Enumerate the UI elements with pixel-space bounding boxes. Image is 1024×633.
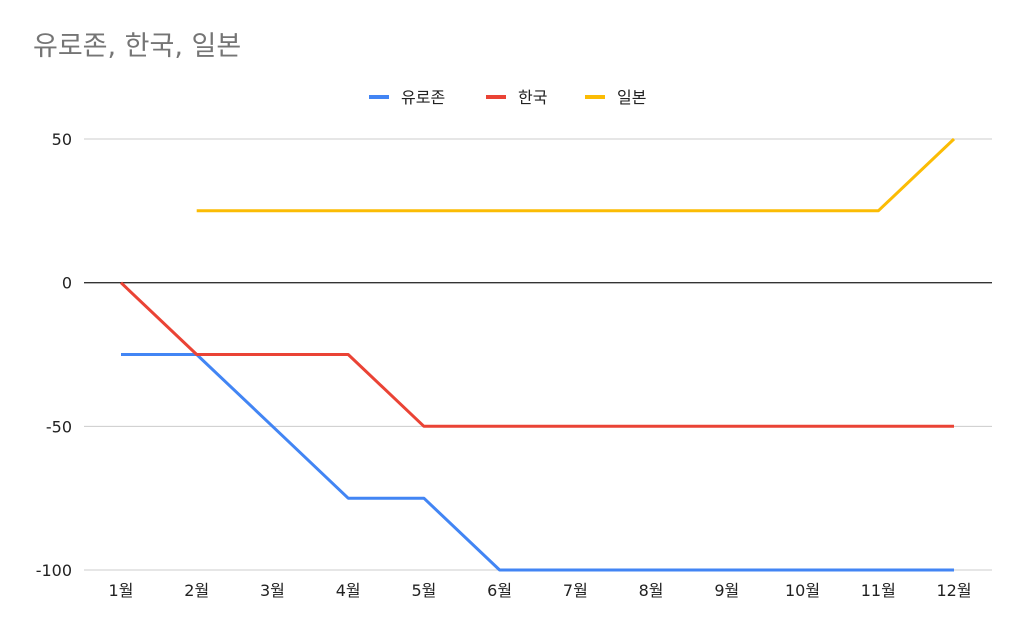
x-axis-ticks: 1월 2월 3월 4월 5월 6월 7월 8월 9월 10월 11월 12월 xyxy=(109,581,972,600)
x-tick-label: 9월 xyxy=(714,581,739,600)
legend-item: 유로존 xyxy=(369,88,445,107)
y-tick-label: 0 xyxy=(62,274,72,293)
x-tick-label: 4월 xyxy=(336,581,361,600)
x-tick-label: 3월 xyxy=(260,581,285,600)
x-tick-label: 5월 xyxy=(411,581,436,600)
legend-label: 일본 xyxy=(617,88,646,107)
y-tick-label: -100 xyxy=(36,561,72,580)
legend: 유로존 한국 일본 xyxy=(369,88,646,107)
series-line-0 xyxy=(121,353,954,572)
legend-item: 일본 xyxy=(585,88,646,107)
y-tick-label: -50 xyxy=(46,417,72,436)
y-axis-ticks: 50 0 -50 -100 xyxy=(36,130,72,580)
x-tick-label: 12월 xyxy=(936,581,971,600)
x-tick-label: 10월 xyxy=(785,581,820,600)
series-line-1 xyxy=(119,281,954,428)
x-tick-label: 11월 xyxy=(861,581,896,600)
chart-title: 유로존, 한국, 일본 xyxy=(33,31,242,62)
series-line-2 xyxy=(196,137,956,213)
x-tick-label: 8월 xyxy=(639,581,664,600)
legend-label: 한국 xyxy=(518,88,547,107)
x-tick-label: 2월 xyxy=(184,581,209,600)
legend-item: 한국 xyxy=(486,88,547,107)
y-tick-label: 50 xyxy=(52,130,72,149)
x-tick-label: 1월 xyxy=(109,581,134,600)
series-layer xyxy=(119,137,956,572)
x-tick-label: 6월 xyxy=(487,581,512,600)
x-tick-label: 7월 xyxy=(563,581,588,600)
legend-label: 유로존 xyxy=(401,88,445,107)
